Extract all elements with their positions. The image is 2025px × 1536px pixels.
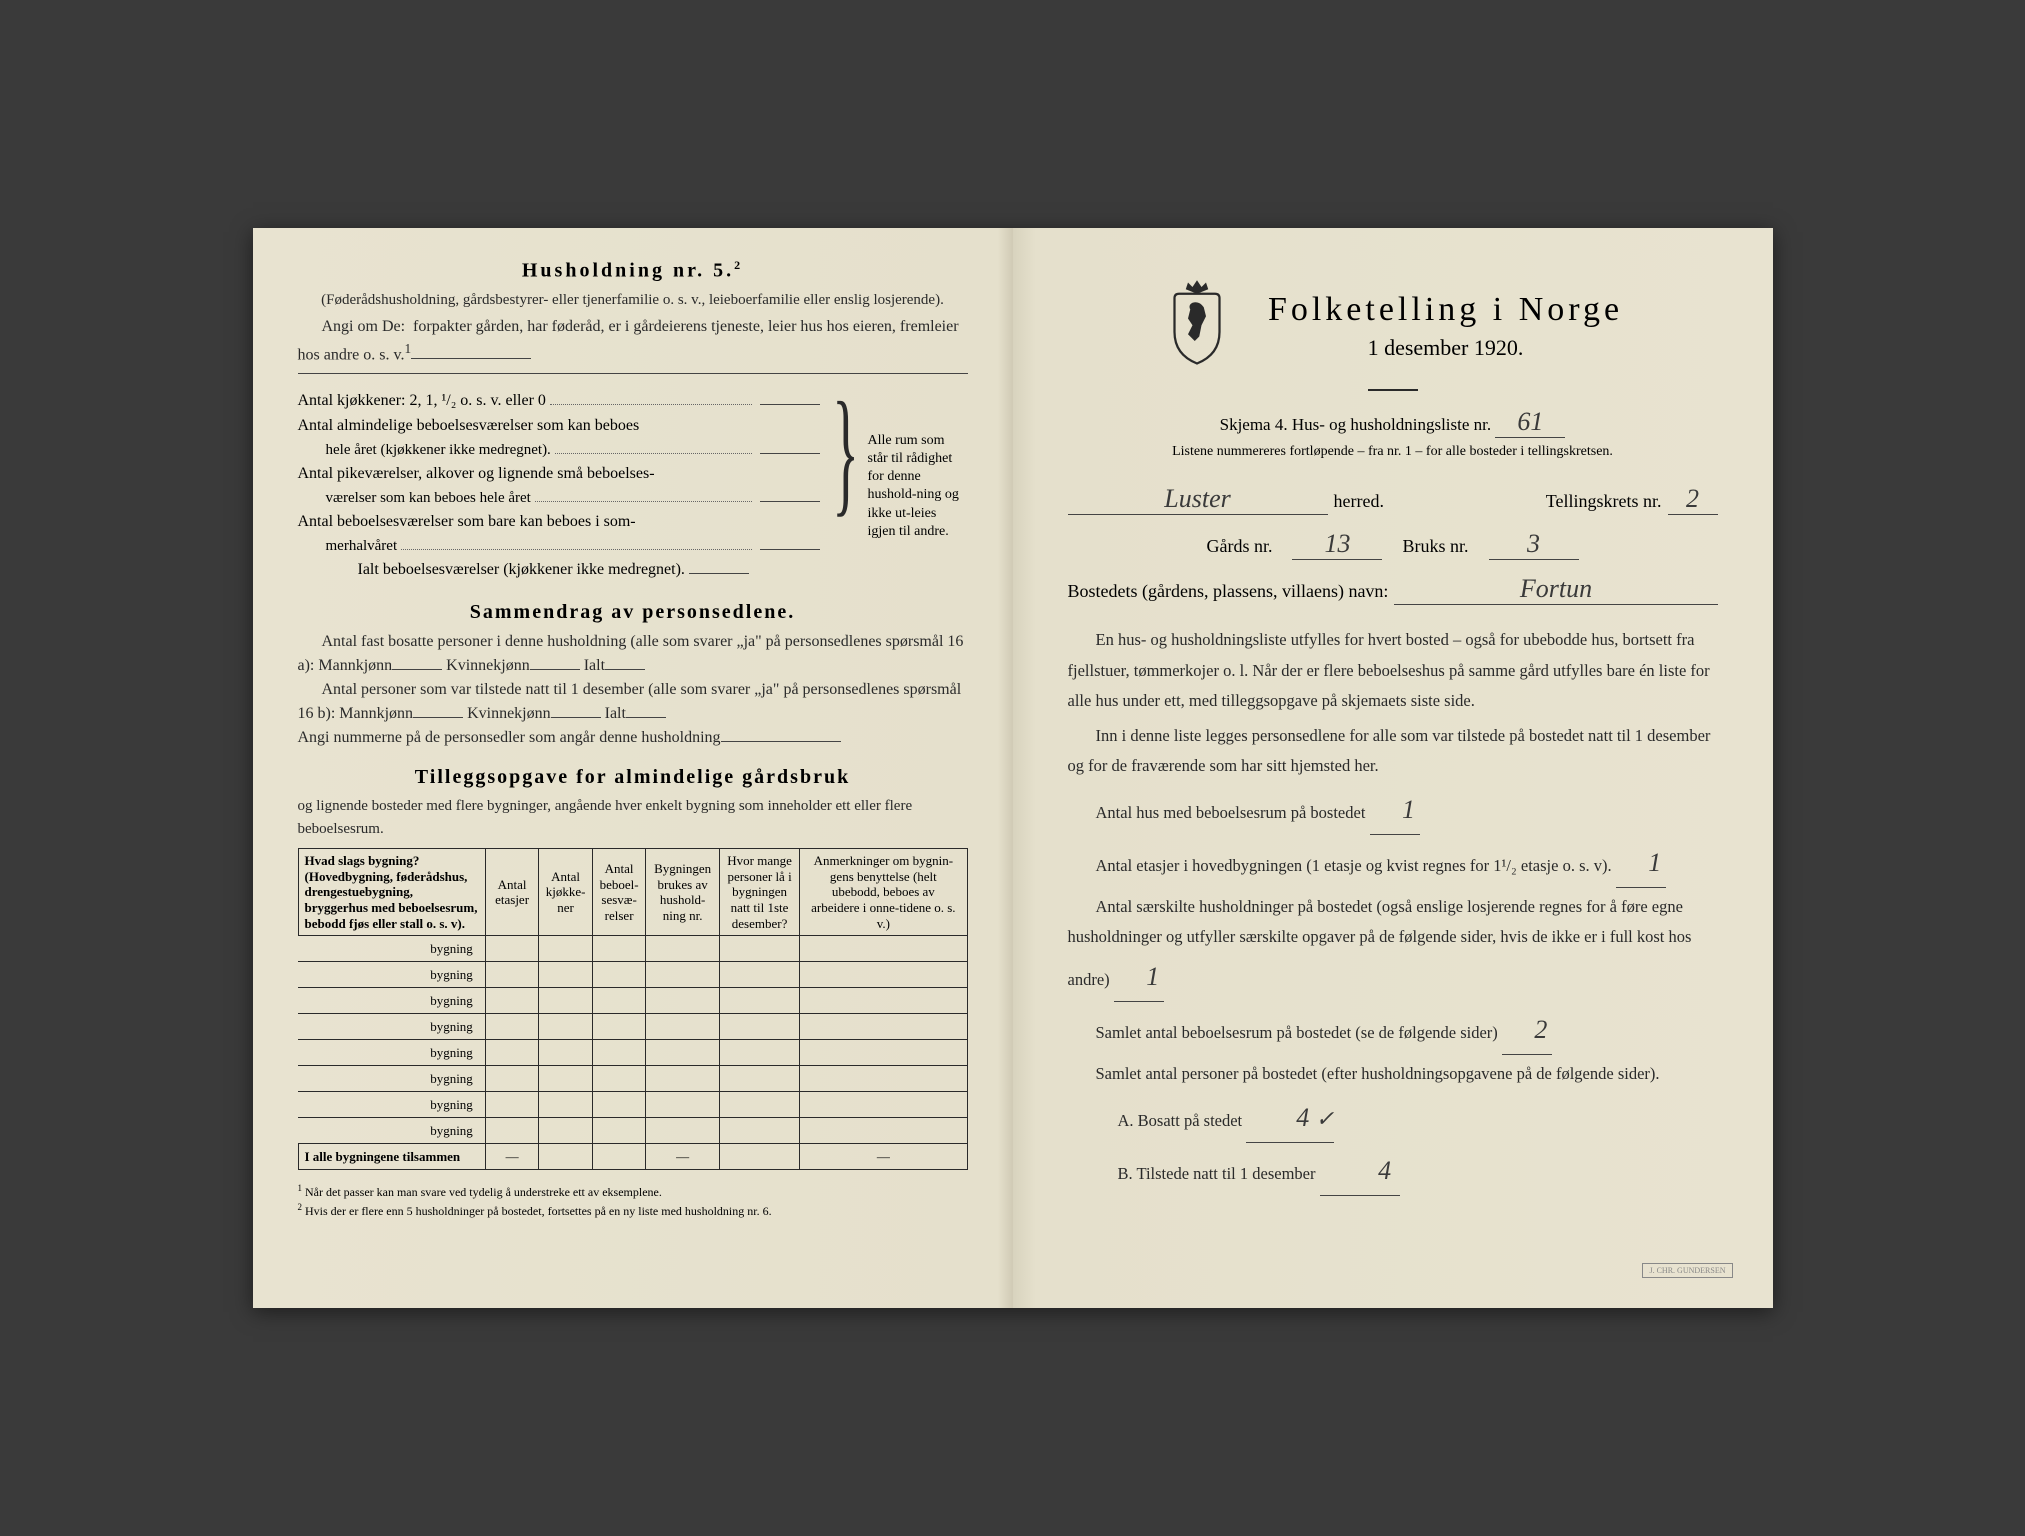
tillegg-heading: Tilleggsopgave for almindelige gårdsbruk <box>298 766 968 789</box>
herred-line: Luster herred. Tellingskrets nr. 2 <box>1068 484 1718 515</box>
summary-2: Antal personer som var tilstede natt til… <box>298 678 968 726</box>
note-line: Listene nummereres fortløpende – fra nr.… <box>1068 444 1718 460</box>
census-document: Husholdning nr. 5.2 (Føderådshusholdning… <box>253 228 1773 1308</box>
q5a: A. Bosatt på stedet 4 ✓ <box>1068 1094 1718 1143</box>
summary-3: Angi nummerne på de personsedler som ang… <box>298 726 968 750</box>
coat-of-arms-icon <box>1162 278 1232 373</box>
th-1: Hvad slags bygning? (Hovedbygning, føder… <box>298 849 485 936</box>
curly-brace-icon: } <box>832 389 859 583</box>
para-2: Inn i denne liste legges personsedlene f… <box>1068 721 1718 782</box>
checkmark-icon: ✓ <box>1316 1106 1334 1131</box>
th-4: Antal beboel-sesvæ-relser <box>592 849 646 936</box>
subtitle: 1 desember 1920. <box>1268 335 1623 361</box>
summary-1: Antal fast bosatte personer i denne hush… <box>298 630 968 678</box>
bosted-line: Bostedets (gårdens, plassens, villaens) … <box>1068 574 1718 605</box>
gards-line: Gårds nr. 13 Bruks nr. 3 <box>1068 529 1718 560</box>
divider-icon <box>1368 389 1418 391</box>
printer-stamp: J. CHR. GUNDERSEN <box>1642 1263 1732 1278</box>
sub-desc-2: Angi om De: forpakter gården, har føderå… <box>298 315 968 367</box>
title-block: Folketelling i Norge 1 desember 1920. <box>1068 278 1718 373</box>
tillegg-sub: og lignende bosteder med flere bygninger… <box>298 795 968 840</box>
q4: Samlet antal beboelsesrum på bostedet (s… <box>1068 1006 1718 1055</box>
right-body: En hus- og husholdningsliste utfylles fo… <box>1068 625 1718 1196</box>
schema-line: Skjema 4. Hus- og husholdningsliste nr. … <box>1068 407 1718 438</box>
th-2: Antal etasjer <box>485 849 539 936</box>
brace-note: Alle rum som står til rådighet for denne… <box>868 389 968 583</box>
summary-heading: Sammendrag av personsedlene. <box>298 601 968 624</box>
para-1: En hus- og husholdningsliste utfylles fo… <box>1068 625 1718 717</box>
q3: Antal særskilte husholdninger på bostede… <box>1068 892 1718 1002</box>
th-5: Bygningen brukes av hushold-ning nr. <box>646 849 720 936</box>
building-rows: bygning bygning bygning bygning bygning … <box>298 936 967 1170</box>
footnotes: 1 Når det passer kan man svare ved tydel… <box>298 1182 968 1220</box>
building-table: Hvad slags bygning? (Hovedbygning, føder… <box>298 848 968 1170</box>
right-page: Folketelling i Norge 1 desember 1920. Sk… <box>1013 228 1773 1308</box>
th-7: Anmerkninger om bygnin-gens benyttelse (… <box>800 849 967 936</box>
q2: Antal etasjer i hovedbygningen (1 etasje… <box>1068 839 1718 888</box>
left-page: Husholdning nr. 5.2 (Føderådshusholdning… <box>253 228 1013 1308</box>
th-3: Antal kjøkke-ner <box>539 849 593 936</box>
th-6: Hvor mange personer lå i bygningen natt … <box>719 849 799 936</box>
rooms-brace-section: Antal kjøkkener: 2, 1, ¹/₂ o. s. v. elle… <box>298 389 968 583</box>
q1: Antal hus med beboelsesrum på bostedet 1 <box>1068 786 1718 835</box>
q5b: B. Tilstede natt til 1 desember 4 <box>1068 1147 1718 1196</box>
sub-desc-1: (Føderådshusholdning, gårdsbestyrer- ell… <box>298 289 968 312</box>
household-heading: Husholdning nr. 5.2 <box>298 258 968 283</box>
main-title: Folketelling i Norge <box>1268 291 1623 329</box>
q5: Samlet antal personer på bostedet (efter… <box>1068 1059 1718 1090</box>
